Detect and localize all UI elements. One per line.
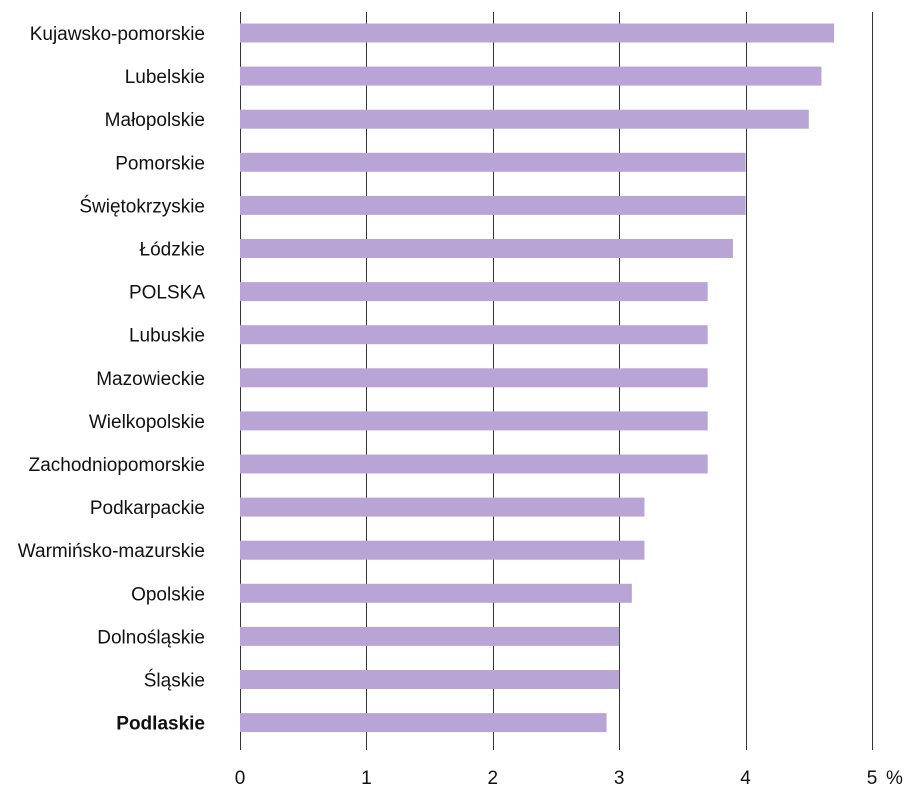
bar — [240, 282, 708, 302]
category-label: Opolskie — [131, 584, 205, 605]
bar — [240, 152, 746, 172]
bar — [240, 368, 708, 388]
bar — [240, 497, 645, 517]
category-label: Lubuskie — [129, 326, 205, 347]
x-tick-labels: 0 1 2 3 4 5 — [235, 768, 878, 789]
category-label: Podlaskie — [116, 714, 205, 735]
category-label: Dolnośląskie — [97, 627, 205, 648]
category-label: Warmińsko-mazurskie — [18, 541, 205, 562]
bar — [240, 540, 645, 560]
bar — [240, 109, 809, 129]
bar — [240, 23, 835, 43]
bar — [240, 325, 708, 345]
category-label: Pomorskie — [115, 153, 205, 174]
bars — [240, 23, 835, 733]
category-label: Wielkopolskie — [89, 412, 205, 433]
category-label: Kujawsko-pomorskie — [30, 24, 205, 45]
category-labels: Kujawsko-pomorskie Lubelskie Małopolskie Po… — [18, 24, 206, 735]
x-unit-label: % — [886, 768, 903, 789]
bar — [240, 583, 632, 603]
x-tick-label: 5 — [867, 768, 878, 789]
category-label: Lubelskie — [125, 67, 205, 88]
bar — [240, 411, 708, 431]
category-label: Małopolskie — [105, 110, 205, 131]
bar — [240, 670, 620, 689]
x-tick-label: 3 — [614, 768, 625, 789]
category-label: Świętokrzyskie — [79, 195, 205, 217]
bar — [240, 626, 620, 646]
x-tick-label: 2 — [488, 768, 499, 789]
x-tick-label: 1 — [361, 768, 372, 789]
category-label: Zachodniopomorskie — [29, 455, 205, 476]
bar — [240, 454, 708, 474]
bar — [240, 239, 733, 258]
category-label: Łódzkie — [140, 240, 206, 261]
bar — [240, 195, 746, 215]
x-tick-label: 0 — [235, 768, 246, 789]
category-label: Śląskie — [144, 670, 205, 692]
category-label: Podkarpackie — [90, 498, 205, 519]
bar — [240, 66, 822, 86]
bar — [240, 713, 607, 733]
category-label: POLSKA — [129, 283, 205, 304]
category-label: Mazowieckie — [96, 369, 205, 390]
x-tick-label: 4 — [740, 768, 751, 789]
